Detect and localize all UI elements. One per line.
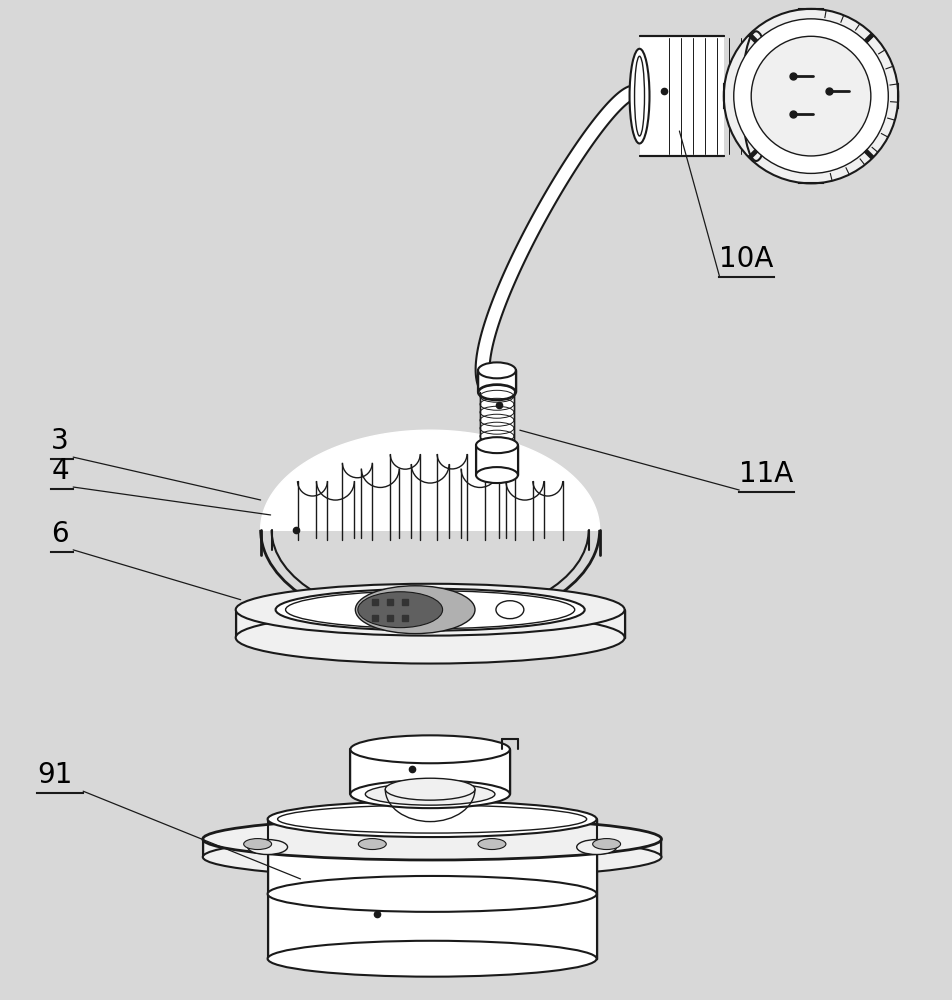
Ellipse shape — [478, 362, 515, 378]
Polygon shape — [478, 370, 515, 392]
Polygon shape — [350, 749, 509, 794]
Ellipse shape — [629, 49, 649, 143]
Ellipse shape — [286, 591, 574, 629]
Ellipse shape — [479, 385, 514, 399]
Ellipse shape — [733, 19, 887, 173]
Ellipse shape — [203, 836, 661, 878]
Ellipse shape — [244, 839, 271, 850]
Polygon shape — [639, 36, 724, 156]
Polygon shape — [235, 610, 624, 638]
Ellipse shape — [365, 783, 494, 805]
Ellipse shape — [592, 839, 620, 850]
Ellipse shape — [576, 840, 616, 855]
Ellipse shape — [248, 840, 288, 855]
Ellipse shape — [268, 876, 596, 912]
Ellipse shape — [385, 778, 474, 800]
Ellipse shape — [755, 36, 775, 156]
Text: 10A: 10A — [719, 245, 773, 273]
Ellipse shape — [235, 612, 624, 664]
Text: 91: 91 — [37, 761, 72, 789]
Ellipse shape — [277, 805, 586, 833]
Ellipse shape — [634, 56, 644, 136]
Ellipse shape — [350, 735, 509, 763]
Polygon shape — [260, 430, 599, 530]
Polygon shape — [268, 819, 596, 894]
Ellipse shape — [750, 36, 870, 156]
Ellipse shape — [357, 592, 442, 628]
Ellipse shape — [358, 839, 386, 850]
Polygon shape — [475, 85, 645, 402]
Ellipse shape — [275, 589, 585, 631]
Ellipse shape — [203, 818, 661, 860]
Polygon shape — [475, 445, 517, 475]
Ellipse shape — [475, 437, 517, 453]
Text: 11A: 11A — [739, 460, 793, 488]
Text: 3: 3 — [51, 427, 69, 455]
Ellipse shape — [355, 586, 474, 634]
Polygon shape — [480, 392, 513, 445]
Polygon shape — [268, 894, 596, 959]
Ellipse shape — [235, 584, 624, 636]
Ellipse shape — [495, 601, 524, 619]
Polygon shape — [203, 839, 661, 857]
Ellipse shape — [268, 941, 596, 977]
Text: 4: 4 — [51, 457, 69, 485]
Ellipse shape — [723, 9, 898, 183]
Ellipse shape — [742, 31, 769, 161]
Ellipse shape — [475, 467, 517, 483]
Ellipse shape — [350, 780, 509, 808]
Text: 6: 6 — [51, 520, 69, 548]
Ellipse shape — [478, 384, 515, 400]
Ellipse shape — [268, 801, 596, 837]
Ellipse shape — [478, 839, 506, 850]
